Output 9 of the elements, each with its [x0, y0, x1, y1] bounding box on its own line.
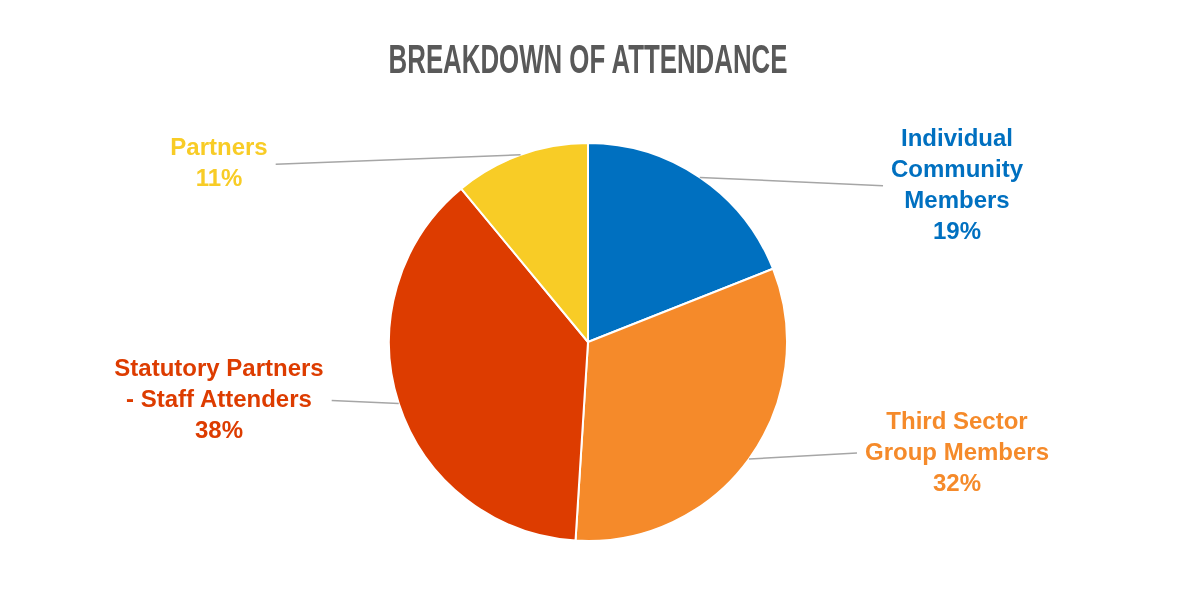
slice-label: Individual Community Members	[891, 123, 1024, 213]
slice-label: Partners	[170, 133, 268, 161]
slice-label: Third Sector Group Members	[864, 406, 1050, 465]
data-label: 38%	[194, 416, 244, 444]
data-label: 19%	[932, 216, 982, 244]
data-label: 32%	[932, 468, 982, 496]
slice-label: Statutory Partners - Staff Attenders	[114, 354, 324, 413]
chart-title: BREAKDOWN OF ATTENDANCE	[388, 37, 788, 82]
data-label: 11%	[195, 164, 243, 192]
